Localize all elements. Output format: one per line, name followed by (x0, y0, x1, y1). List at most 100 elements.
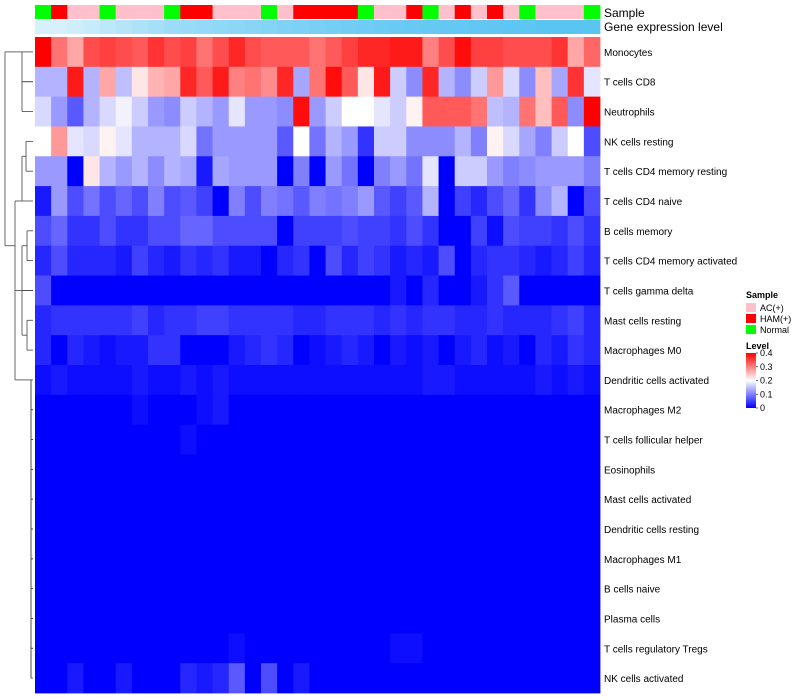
heatmap-cell (164, 245, 181, 276)
heatmap-cell (567, 514, 585, 545)
heatmap-cell (567, 66, 585, 98)
heatmap-cell (51, 186, 68, 217)
heatmap-cell (454, 335, 472, 366)
heatmap-cell (503, 335, 520, 366)
heatmap-cell (212, 215, 230, 247)
heatmap-cell (131, 96, 149, 127)
heatmap-cell (35, 573, 52, 604)
heatmap-cell (115, 633, 133, 664)
heatmap-cell (341, 603, 359, 634)
heatmap-cell (212, 633, 230, 664)
sample-annotation-cell (583, 5, 601, 19)
heatmap-cell (487, 275, 504, 306)
heatmap-cell (325, 66, 343, 98)
heatmap-cell (261, 186, 278, 217)
heatmap-cell (357, 275, 375, 306)
heatmap-cell (180, 66, 197, 98)
heatmap-cell (51, 66, 68, 98)
heatmap-cell (519, 365, 536, 396)
heatmap-cell (406, 305, 423, 336)
heatmap-cell (83, 37, 100, 68)
heatmap-cell (35, 275, 52, 306)
heatmap-cell (487, 454, 504, 485)
level-colorbar (746, 353, 756, 408)
heatmap-cell (583, 394, 601, 426)
row-label: Macrophages M0 (604, 346, 682, 357)
heatmap-cell (503, 633, 520, 664)
heatmap-cell (325, 275, 343, 306)
level-annotation-cell (67, 20, 84, 34)
heatmap-cell (67, 543, 84, 575)
heatmap-cell (244, 663, 262, 694)
heatmap-cell (422, 335, 439, 366)
heatmap-cell (35, 603, 52, 634)
heatmap-cell (406, 484, 423, 515)
heatmap-cell (470, 335, 488, 366)
heatmap-cell (438, 126, 456, 157)
heatmap-cell (470, 275, 488, 306)
heatmap-cell (148, 66, 165, 98)
heatmap-cell (67, 633, 84, 664)
heatmap-cell (164, 663, 181, 694)
heatmap-cell (51, 156, 68, 187)
heatmap-cell (583, 215, 601, 247)
level-annotation-cell (535, 20, 552, 34)
heatmap-cell (583, 37, 601, 68)
heatmap-cell (325, 394, 343, 426)
heatmap-cell (341, 275, 359, 306)
heatmap-cell (83, 543, 100, 575)
heatmap-cell (115, 305, 133, 336)
heatmap-cell (115, 454, 133, 485)
heatmap-cell (51, 245, 68, 276)
heatmap-cell (325, 663, 343, 694)
heatmap-cell (325, 633, 343, 664)
heatmap-cell (67, 37, 84, 68)
heatmap-cell (35, 454, 52, 485)
heatmap-cell (277, 305, 294, 336)
heatmap-cell (357, 573, 375, 604)
heatmap-cell (35, 543, 52, 575)
heatmap-cell (341, 424, 359, 455)
heatmap-cell (325, 484, 343, 515)
sample-annotation-cell (51, 5, 68, 19)
heatmap-cell (357, 215, 375, 247)
heatmap-cell (487, 514, 504, 545)
heatmap-cell (309, 305, 326, 336)
heatmap-cell (422, 245, 439, 276)
heatmap-cell (422, 365, 439, 396)
heatmap-cell (551, 245, 569, 276)
heatmap-cell (357, 37, 375, 68)
heatmap-cell (131, 305, 149, 336)
heatmap-cell (244, 96, 262, 127)
heatmap-cell (503, 365, 520, 396)
heatmap-cell (35, 484, 52, 515)
sample-annotation-bar (35, 5, 601, 19)
heatmap-cell (277, 245, 294, 276)
heatmap-cell (341, 186, 359, 217)
heatmap-cell (535, 156, 552, 187)
heatmap-cell (583, 573, 601, 604)
row-label: B cells memory (604, 227, 672, 238)
heatmap-cell (487, 484, 504, 515)
sample-annotation-cell (374, 5, 391, 19)
heatmap-cell (131, 37, 149, 68)
heatmap-cell (67, 96, 84, 127)
heatmap-cell (535, 186, 552, 217)
heatmap-cell (99, 573, 117, 604)
heatmap-cell (390, 126, 407, 157)
heatmap-cell (390, 305, 407, 336)
heatmap-cell (503, 37, 520, 68)
heatmap-cell (261, 335, 278, 366)
heatmap-cell (164, 365, 181, 396)
heatmap-cell (228, 484, 246, 515)
heatmap-cell (406, 335, 423, 366)
level-annotation-cell (470, 20, 488, 34)
heatmap-cell (357, 663, 375, 694)
sample-annotation-cell (487, 5, 504, 19)
heatmap-cell (390, 424, 407, 455)
heatmap-cell (196, 484, 213, 515)
heatmap-cell (51, 543, 68, 575)
heatmap-cell (470, 663, 488, 694)
heatmap-cell (277, 96, 294, 127)
